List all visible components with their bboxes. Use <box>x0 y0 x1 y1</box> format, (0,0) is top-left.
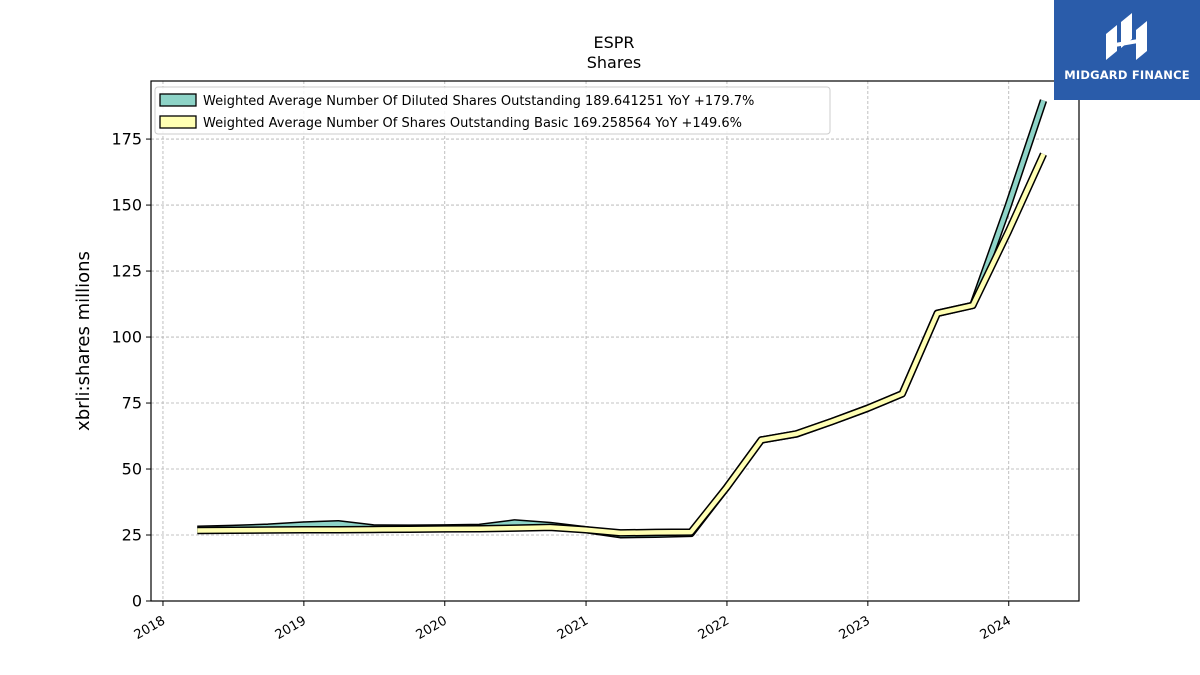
watermark-text: MIDGARD FINANCE <box>1064 68 1190 82</box>
series-stroke <box>197 153 1046 536</box>
y-tick-label: 100 <box>111 328 142 347</box>
y-axis: 0 25 50 75 100 125 150 175 <box>111 130 151 611</box>
chart-title: ESPR <box>593 33 634 52</box>
x-tick-label: 2018 <box>132 613 168 643</box>
series-stroke <box>197 99 1046 537</box>
watermark-logo: MIDGARD FINANCE <box>1054 0 1200 100</box>
x-tick-label: 2020 <box>414 613 450 643</box>
y-axis-label: xbrli:shares millions <box>73 251 94 431</box>
grid <box>151 81 1079 602</box>
x-tick-label: 2021 <box>555 613 591 643</box>
legend-label-basic: Weighted Average Number Of Shares Outsta… <box>203 116 742 131</box>
y-tick-label: 0 <box>132 592 142 611</box>
x-axis: 2018 2019 2020 2021 2022 2023 2024 <box>132 601 1014 643</box>
legend-swatch-basic <box>159 115 197 129</box>
x-tick-label: 2019 <box>273 613 309 643</box>
series-line-1 <box>197 152 1047 537</box>
y-tick-label: 75 <box>122 394 142 413</box>
y-tick-label: 125 <box>111 262 142 281</box>
plot-frame <box>150 80 1080 602</box>
y-tick-label: 175 <box>111 130 142 149</box>
y-tick-label: 50 <box>122 460 142 479</box>
x-tick-label: 2023 <box>837 613 873 643</box>
x-tick-label: 2022 <box>696 613 732 643</box>
legend-swatch-diluted <box>159 93 197 107</box>
legend-box <box>154 86 831 135</box>
y-tick-label: 150 <box>111 196 142 215</box>
logo-mark-icon <box>1106 13 1147 60</box>
legend: Weighted Average Number Of Diluted Share… <box>154 86 831 135</box>
legend-label-diluted: Weighted Average Number Of Diluted Share… <box>203 94 754 109</box>
chart-subtitle: Shares <box>587 53 642 72</box>
x-tick-label: 2024 <box>978 613 1014 643</box>
series-outline <box>197 152 1047 537</box>
y-tick-label: 25 <box>122 526 142 545</box>
series-line-0 <box>197 99 1048 539</box>
series-layer <box>197 99 1048 539</box>
series-outline <box>197 99 1048 539</box>
